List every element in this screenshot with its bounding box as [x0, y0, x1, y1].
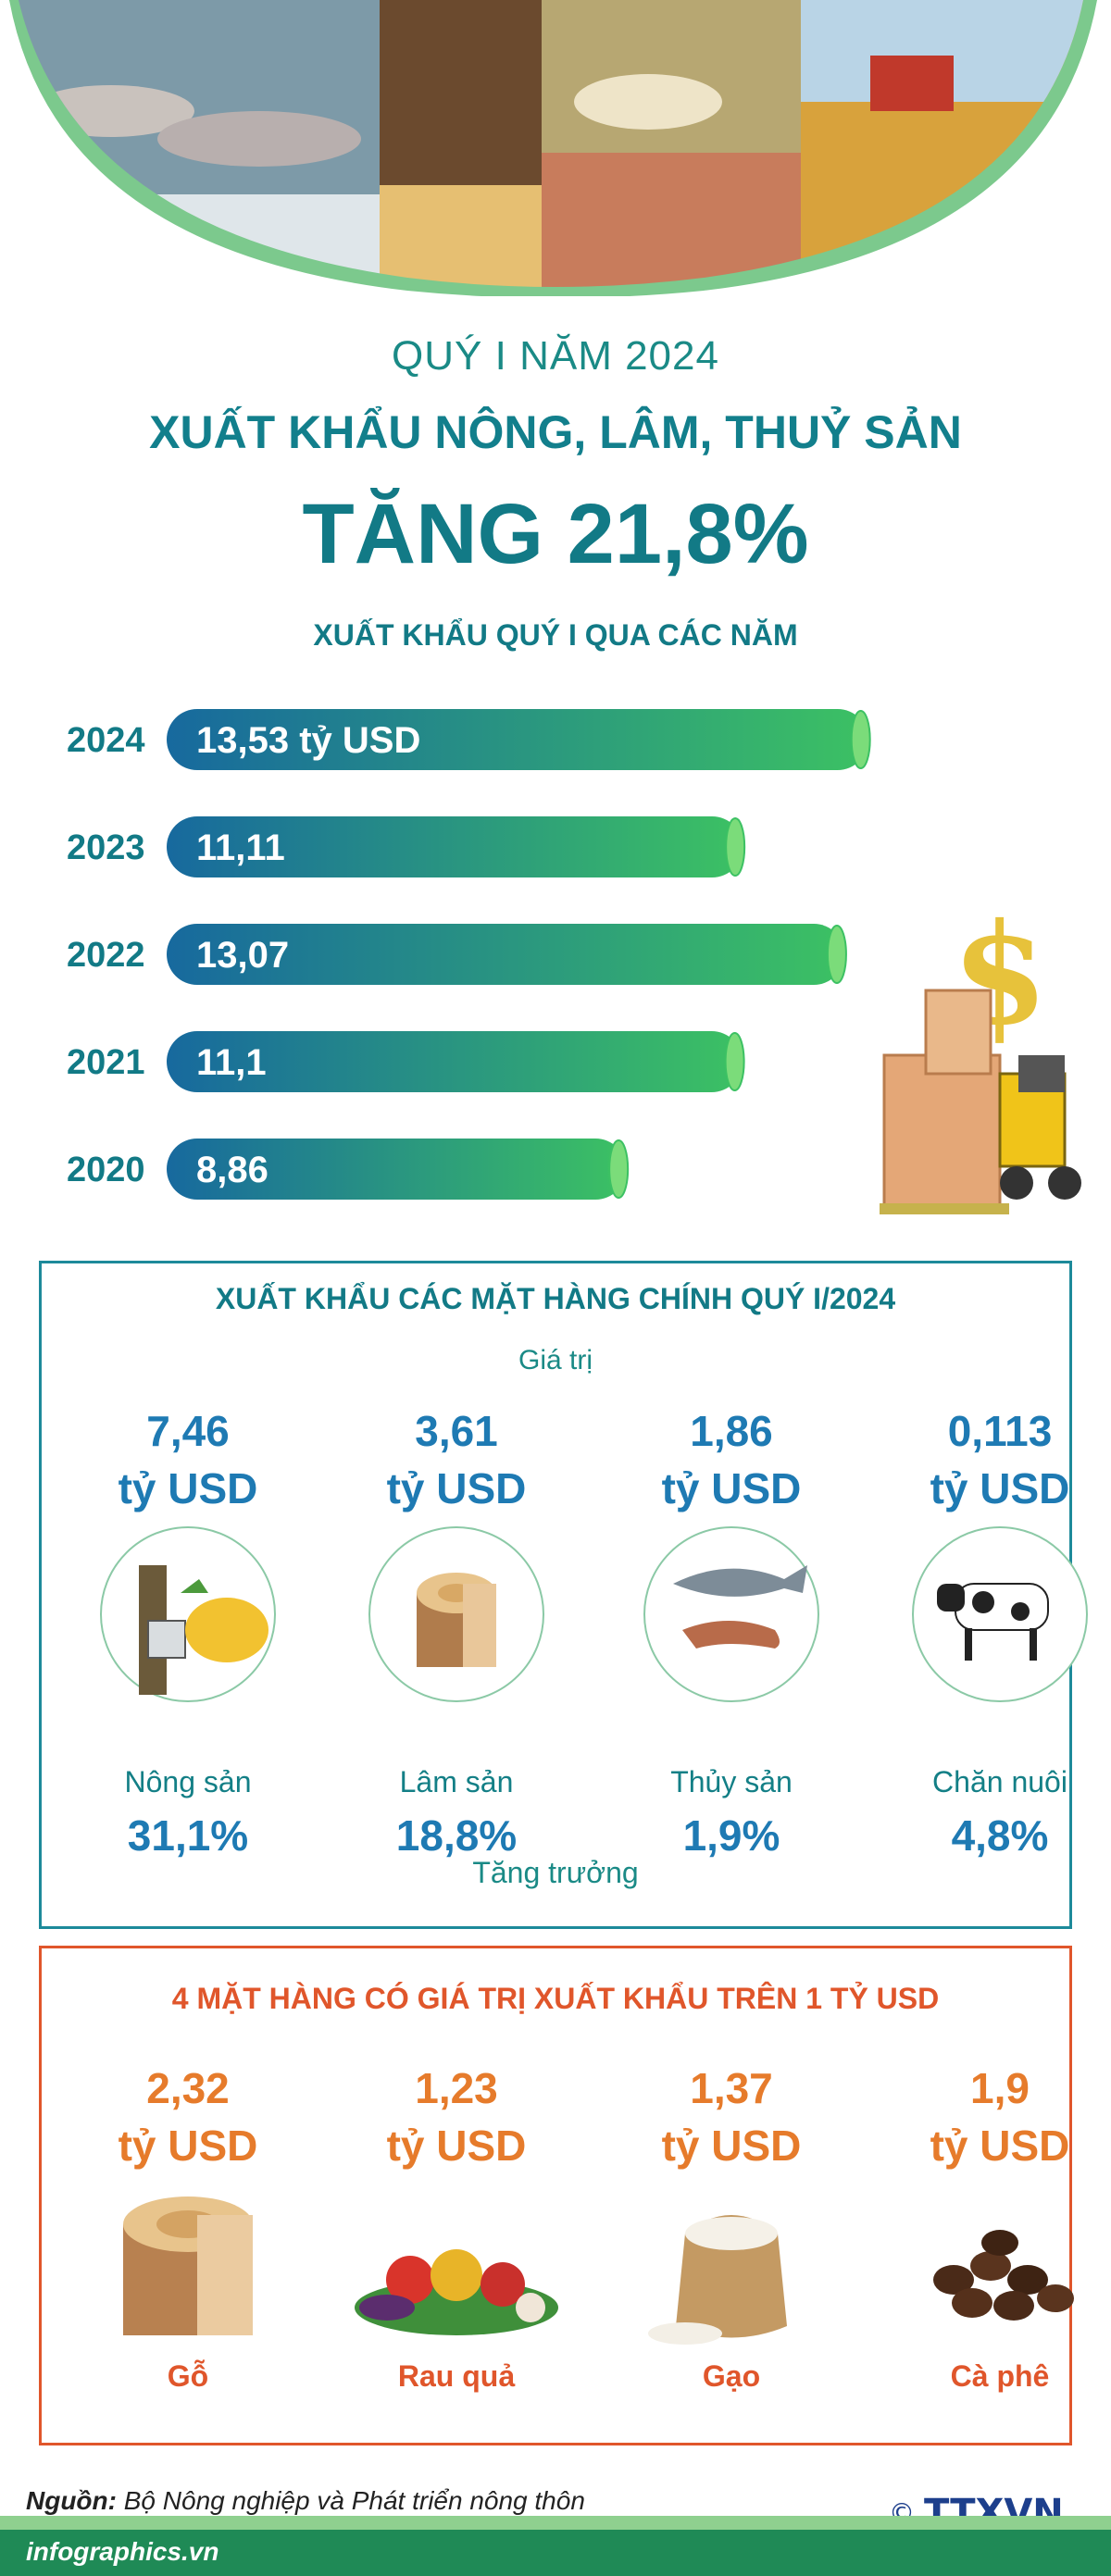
goods-growth: 18,8% [395, 1811, 518, 1860]
quarter-title: QUÝ I NĂM 2024 [392, 333, 719, 379]
top-value: 1,37 [690, 2064, 773, 2112]
forklift-dollar-icon: $ [880, 893, 1081, 1214]
fish-shrimp-icon [643, 1526, 819, 1702]
source-label: Nguồn: [26, 2486, 117, 2515]
goods-value: 0,113 [947, 1407, 1053, 1455]
bar-value-label: 13,07 [196, 935, 289, 976]
bar-cap [850, 710, 871, 769]
bar-value-label: 11,11 [196, 828, 285, 868]
goods-growth: 31,1% [127, 1811, 249, 1860]
goods-name: Thủy sản [670, 1765, 793, 1798]
market-photo [542, 153, 801, 287]
goods-growth: 1,9% [682, 1811, 780, 1860]
header-photo-collage [9, 0, 1097, 296]
goods-item-nong-san: 7,46 tỷ USD Nông sản 31,1% [63, 1402, 313, 1860]
goods-name: Lâm sản [399, 1765, 514, 1798]
top-item-ca-phe: 1,9 tỷ USD Cà phê [875, 2060, 1111, 2394]
top-unit: tỷ USD [118, 2122, 258, 2170]
top-name: Cà phê [950, 2359, 1050, 2393]
wood-stump-icon [368, 1526, 544, 1702]
top-value: 2,32 [146, 2064, 230, 2112]
source-text: Bộ Nông nghiệp và Phát triển nông thôn [123, 2486, 585, 2515]
footer-band [0, 2530, 1111, 2576]
vegetables-icon [355, 2249, 558, 2335]
value-label: Giá trị [518, 1345, 593, 1375]
bar [167, 709, 868, 770]
coffee-beans-icon [933, 2230, 1074, 2321]
goods-unit: tỷ USD [386, 1464, 527, 1512]
bar [167, 1139, 627, 1200]
top-goods-panel: 4 MẶT HÀNG CÓ GIÁ TRỊ XUẤT KHẨU TRÊN 1 T… [39, 1946, 1074, 2445]
goods-growth: 4,8% [951, 1811, 1049, 1860]
latex-tapping-icon [100, 1526, 276, 1702]
top-goods-title: 4 MẶT HÀNG CÓ GIÁ TRỊ XUẤT KHẨU TRÊN 1 T… [171, 1982, 940, 2015]
top-value: 1,23 [415, 2064, 498, 2112]
site-name: infographics.vn [26, 2537, 219, 2566]
top-name: Gỗ [167, 2359, 209, 2393]
goods-name: Chăn nuôi [932, 1765, 1067, 1798]
goods-item-thuy-san: 1,86 tỷ USD Thủy sản 1,9% [606, 1402, 856, 1860]
bar-value-label: 11,1 [196, 1042, 267, 1083]
main-goods-panel: XUẤT KHẨU CÁC MẶT HÀNG CHÍNH QUÝ I/2024 … [39, 1261, 1088, 1929]
goods-name: Nông sản [124, 1765, 252, 1798]
goods-unit: tỷ USD [661, 1464, 802, 1512]
goods-value: 1,86 [690, 1407, 773, 1455]
bar-cap [724, 1032, 745, 1091]
headline: XUẤT KHẨU NÔNG, LÂM, THUỶ SẢN [149, 406, 962, 458]
bar [167, 924, 844, 985]
bar-cap [725, 817, 746, 877]
top-value: 1,9 [970, 2064, 1030, 2112]
top-unit: tỷ USD [930, 2122, 1070, 2170]
source-line: Nguồn: Bộ Nông nghiệp và Phát triển nông… [26, 2486, 585, 2516]
top-unit: tỷ USD [661, 2122, 802, 2170]
goods-value: 7,46 [146, 1407, 230, 1455]
bar [167, 1031, 743, 1092]
top-name: Rau quả [397, 2359, 516, 2393]
bar-value-label: 8,86 [196, 1150, 268, 1190]
top-item-go: 2,32 tỷ USD Gỗ [63, 2060, 313, 2394]
bar-cap [826, 925, 847, 984]
wood-planks-photo [380, 185, 542, 287]
main-goods-title: XUẤT KHẨU CÁC MẶT HÀNG CHÍNH QUÝ I/2024 [215, 1282, 896, 1315]
goods-item-lam-san: 3,61 tỷ USD Lâm sản 18,8% [331, 1402, 581, 1860]
wood-stump-icon [123, 2196, 253, 2335]
top-item-rau-qua: 1,23 tỷ USD Rau quả [331, 2060, 581, 2394]
top-item-gao: 1,37 tỷ USD Gạo [606, 2060, 856, 2394]
goods-item-chan-nuoi: 0,113 tỷ USD Chăn nuôi 4,8% [875, 1402, 1111, 1860]
top-name: Gạo [702, 2359, 761, 2393]
bar [167, 816, 743, 877]
growth-label: Tăng trưởng [472, 1856, 639, 1889]
cow-icon [912, 1526, 1088, 1702]
export-bar-chart: 2024 13,53 tỷ USD 2023 11,11 2022 13,07 2021 11… [67, 709, 1081, 1214]
year-label: 2020 [67, 1151, 145, 1189]
coffee-photo [380, 0, 542, 185]
year-label: 2023 [67, 828, 145, 867]
year-label: 2022 [67, 936, 145, 975]
top-unit: tỷ USD [386, 2122, 527, 2170]
goods-unit: tỷ USD [930, 1464, 1070, 1512]
rice-sack-icon [648, 2215, 787, 2345]
year-label: 2021 [67, 1043, 145, 1082]
goods-unit: tỷ USD [118, 1464, 258, 1512]
chart-subtitle: XUẤT KHẨU QUÝ I QUA CÁC NĂM [313, 618, 798, 652]
growth-headline: TĂNG 21,8% [302, 487, 809, 581]
goods-value: 3,61 [415, 1407, 498, 1455]
year-label: 2024 [67, 721, 145, 760]
bar-value-label: 13,53 tỷ USD [196, 720, 420, 761]
bar-cap [608, 1139, 630, 1199]
